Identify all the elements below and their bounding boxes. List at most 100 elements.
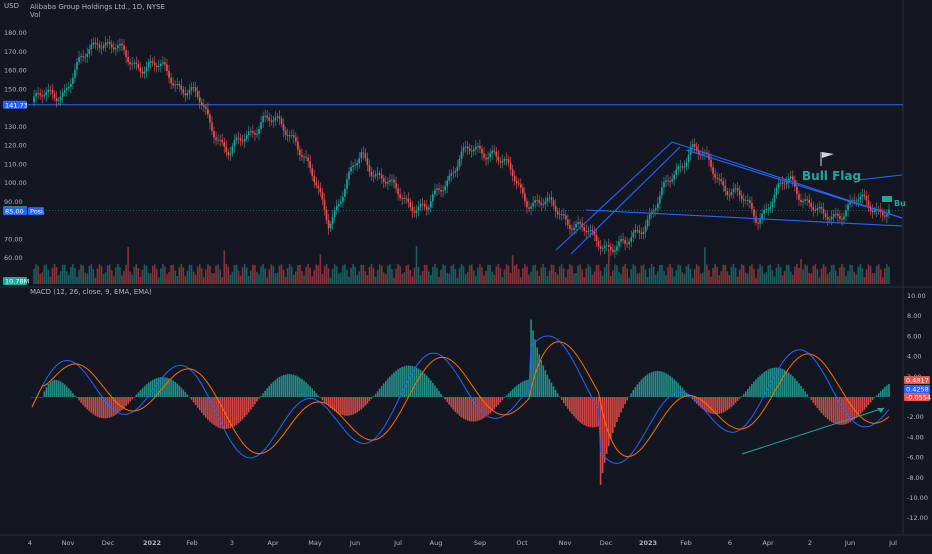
volume-bar [421, 271, 424, 284]
volume-bar [307, 264, 309, 284]
macd-badge-text: -0.0554 [906, 394, 931, 402]
candle-body [380, 174, 383, 179]
candle-body [391, 179, 393, 181]
macd-histogram-bar [256, 397, 258, 402]
volume-bar [818, 277, 821, 284]
candle-body [873, 210, 876, 213]
macd-histogram-bar [354, 397, 356, 414]
candle-body [550, 197, 553, 201]
volume-bar [72, 264, 74, 284]
candle-body [652, 210, 655, 212]
candle-body [726, 191, 729, 195]
macd-histogram-bar [145, 384, 148, 397]
macd-histogram-bar [53, 380, 56, 397]
candle-body [47, 89, 50, 93]
candle-body [229, 153, 232, 156]
volume-bar [407, 264, 410, 284]
price-tick-label: 180.00 [4, 29, 27, 37]
volume-bar [487, 264, 489, 284]
macd-badge [904, 376, 930, 384]
candle-body [172, 83, 174, 86]
volume-bar [691, 277, 694, 284]
candle-body [129, 62, 131, 65]
candle-body [90, 44, 93, 50]
macd-histogram-bar [875, 395, 878, 397]
macd-histogram-bar [117, 397, 119, 414]
candle-body [370, 171, 373, 176]
candle-body [88, 49, 91, 54]
macd-label[interactable]: MACD (12, 26, close, 9, EMA, EMA) [30, 288, 152, 296]
macd-histogram-bar [319, 397, 322, 398]
macd-histogram-bar [82, 397, 84, 406]
candle-body [393, 179, 395, 183]
candle-body [489, 153, 491, 158]
volume-bar [329, 277, 332, 284]
candle-body [638, 230, 641, 233]
volume-bar [227, 266, 230, 284]
price-tick-label: 70.00 [4, 235, 23, 243]
volume-label[interactable]: Vol [30, 11, 41, 19]
macd-histogram-bar [607, 397, 610, 447]
candle-body [264, 115, 266, 117]
candle-body [477, 146, 479, 147]
macd-histogram-bar [297, 376, 299, 397]
volume-bar [327, 268, 330, 284]
macd-histogram-bar [628, 396, 631, 398]
volume-bar [256, 272, 258, 284]
volume-bar [84, 272, 86, 284]
macd-histogram-bar [391, 374, 393, 397]
candle-body [413, 211, 416, 213]
macd-histogram-bar [442, 396, 444, 398]
candle-body [358, 158, 361, 164]
candle-body [771, 202, 774, 208]
macd-histogram-bar [88, 397, 91, 412]
macd-histogram-bar [650, 372, 653, 397]
volume-bar [350, 267, 352, 284]
volume-bar [812, 265, 815, 284]
volume-bar [110, 270, 113, 284]
macd-histogram-bar [882, 389, 884, 397]
volume-bar [348, 276, 350, 284]
candle-body [546, 198, 549, 202]
macd-histogram-bar [370, 397, 373, 399]
macd-histogram-bar [603, 397, 606, 463]
candle-body [350, 167, 352, 172]
candle-body [685, 162, 688, 167]
volume-bar [571, 265, 573, 284]
volume-bar [503, 269, 506, 284]
macd-histogram-bar [524, 380, 526, 397]
volume-bar [464, 274, 467, 284]
macd-histogram-bar [33, 397, 35, 398]
volume-bar [162, 264, 164, 284]
candle-body [323, 199, 326, 210]
macd-histogram-bar [333, 397, 336, 412]
macd-histogram-bar [372, 396, 375, 397]
candle-body [360, 152, 363, 159]
candle-body [681, 166, 684, 168]
candle-body [812, 207, 815, 211]
volume-bar [677, 264, 680, 284]
candle-body [250, 131, 252, 133]
candle-body [577, 222, 579, 224]
macd-histogram-bar [728, 397, 731, 409]
candle-body [333, 210, 336, 217]
macd-divergence-arrow [741, 407, 885, 455]
chart-title[interactable]: Alibaba Group Holdings Ltd., 1D, NYSE [30, 3, 165, 11]
candle-body [102, 45, 105, 49]
macd-histogram-bar [689, 397, 692, 398]
volume-bar [133, 266, 136, 284]
macd-histogram-bar [409, 365, 412, 397]
macd-histogram-bar [834, 397, 837, 424]
volume-bar [61, 264, 64, 284]
macd-histogram-bar [356, 397, 358, 413]
macd-histogram-bar [730, 397, 733, 408]
macd-histogram-bar [57, 380, 60, 397]
candle-body [121, 43, 123, 46]
candle-body [712, 167, 714, 174]
candle-body [783, 183, 786, 185]
candle-body [329, 223, 332, 229]
volume-bar [794, 266, 796, 284]
candle-body [158, 66, 160, 68]
